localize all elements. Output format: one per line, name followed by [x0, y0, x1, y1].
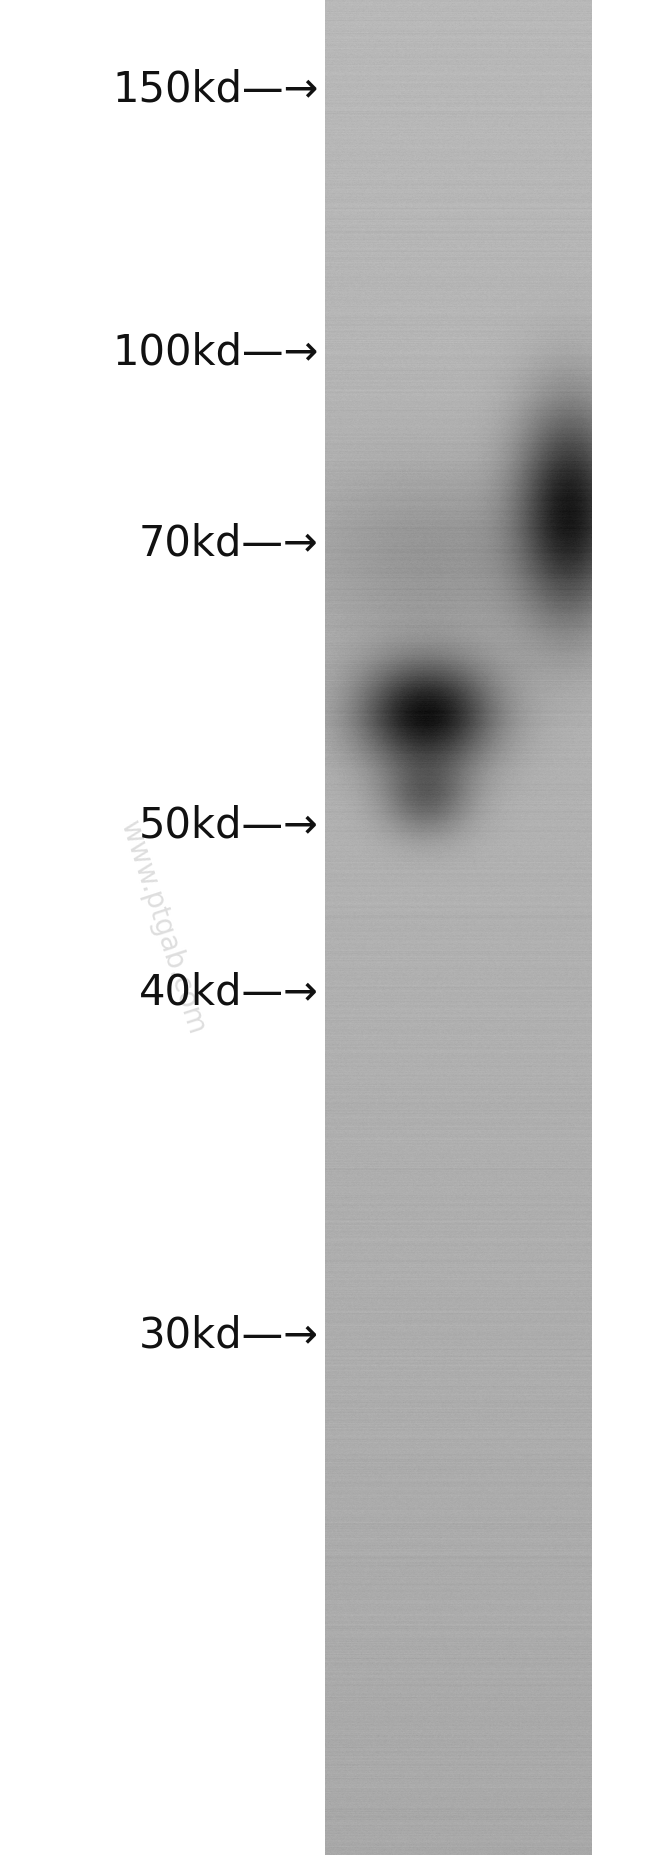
Text: 100kd—→: 100kd—→ [112, 332, 318, 373]
Text: www.ptgab.com: www.ptgab.com [114, 816, 211, 1039]
Text: 70kd—→: 70kd—→ [138, 523, 318, 564]
Text: 150kd—→: 150kd—→ [112, 69, 318, 109]
Text: 50kd—→: 50kd—→ [138, 805, 318, 846]
Text: 40kd—→: 40kd—→ [138, 972, 318, 1013]
Text: 30kd—→: 30kd—→ [138, 1315, 318, 1356]
Bar [592, 0, 650, 1855]
